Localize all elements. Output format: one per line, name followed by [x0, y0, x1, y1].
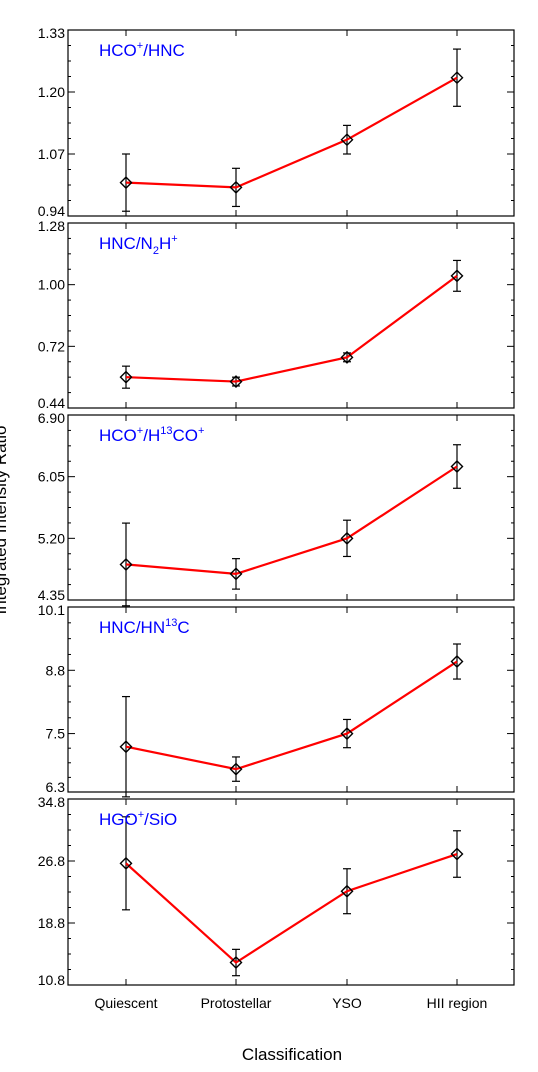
panel-4: 6.3 7.5 8.8 10.1 HNC/HN13C [38, 602, 515, 798]
data-point [340, 350, 354, 364]
x-tick-label: HII region [427, 995, 488, 1011]
y-tick-label: 6.05 [38, 469, 65, 485]
x-tick-label: YSO [332, 995, 362, 1011]
y-tick-label: 7.5 [46, 726, 66, 742]
data-point [229, 567, 243, 581]
data-point [450, 71, 464, 85]
series-line [125, 852, 458, 964]
y-tick-label: 1.33 [38, 25, 65, 41]
y-tick-label: 0.94 [38, 203, 65, 219]
data-point [450, 269, 464, 283]
series-line [125, 660, 458, 771]
data-point [340, 531, 354, 545]
y-tick-label: 5.20 [38, 530, 65, 546]
y-tick-label: 8.8 [46, 662, 66, 678]
panel-5: 10.8 18.8 26.8 34.8 HGO+/SiO Quiescent Protost… [38, 794, 515, 1011]
data-point [340, 727, 354, 741]
y-tick-label: 1.00 [38, 277, 65, 293]
y-tick-label: 0.72 [38, 338, 65, 354]
x-axis-label: Classification [242, 1045, 342, 1064]
panel-label: HNC/N2H+ [99, 233, 178, 257]
y-tick-label: 1.20 [38, 84, 65, 100]
data-point [119, 856, 133, 870]
x-tick-label: Quiescent [94, 995, 157, 1011]
panel-label: HCO+/H13CO+ [99, 425, 204, 445]
panel-label: HCO+/HNC [99, 40, 185, 60]
y-tick-label: 1.07 [38, 146, 65, 162]
data-point [229, 180, 243, 194]
panel-3: 4.35 5.20 6.05 6.90 HCO+/H13CO+ [38, 410, 515, 607]
y-tick-label: 4.35 [38, 587, 65, 603]
data-point [450, 460, 464, 473]
y-tick-label: 6.90 [38, 410, 65, 426]
x-tick-label: Protostellar [201, 995, 272, 1011]
panels: 0.94 1.07 1.20 1.33 HCO+/HNC 0.44 0.72 1.00 1.28… [38, 25, 515, 1011]
panel-label: HNC/HN13C [99, 617, 190, 637]
series-line [125, 274, 458, 383]
y-tick-label: 18.8 [38, 915, 65, 931]
y-axis-label: Integrated Intensity Ratio [0, 425, 10, 614]
y-tick-label: 26.8 [38, 853, 65, 869]
y-tick-label: 34.8 [38, 794, 65, 810]
series-line [125, 465, 458, 575]
data-point [119, 557, 133, 571]
y-tick-label: 10.1 [38, 602, 65, 618]
y-tick-label: 10.8 [38, 972, 65, 988]
data-point [450, 847, 464, 861]
data-point [119, 740, 133, 754]
data-point [119, 176, 133, 190]
y-tick-label: 1.28 [38, 218, 65, 234]
panel-1: 0.94 1.07 1.20 1.33 HCO+/HNC [38, 25, 515, 219]
data-point [340, 133, 354, 147]
panel-label: HGO+/SiO [99, 809, 177, 829]
data-point [229, 375, 243, 389]
data-point [229, 956, 243, 970]
data-point [450, 655, 464, 669]
plot-frame [67, 606, 515, 793]
data-point [119, 370, 133, 384]
y-tick-label: 0.44 [38, 395, 65, 411]
y-tick-label: 6.3 [46, 779, 66, 795]
data-point [229, 762, 243, 776]
panel-2: 0.44 0.72 1.00 1.28 HNC/N2H+ [38, 218, 515, 411]
data-point [340, 884, 354, 898]
series-line [125, 76, 458, 189]
